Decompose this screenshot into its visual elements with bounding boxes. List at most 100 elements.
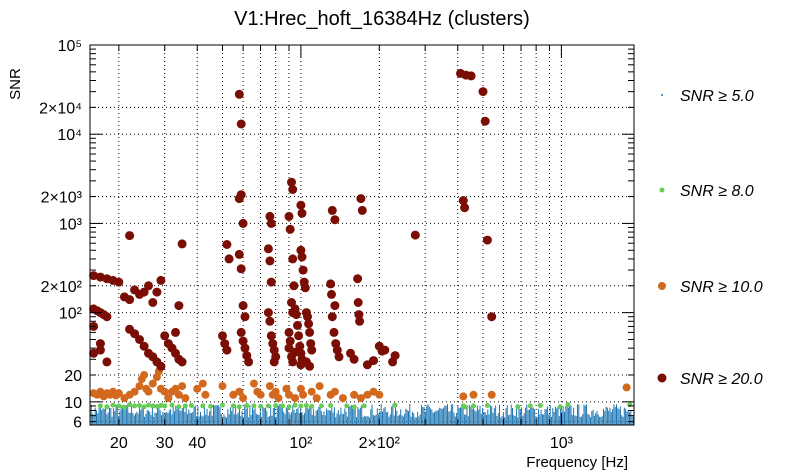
point-snr-series-3 (222, 240, 232, 249)
point-snr-series-3 (288, 185, 298, 194)
point-snr-series-2 (229, 390, 238, 399)
point-snr-series-1 (392, 402, 398, 408)
legend-marker (657, 373, 667, 383)
y-axis-label: SNR (7, 68, 24, 100)
point-snr-series-3 (95, 339, 105, 349)
point-snr-series-3 (410, 230, 420, 240)
point-snr-series-3 (288, 308, 298, 318)
point-snr-series-1 (328, 403, 334, 408)
tick-label: 20 (64, 368, 82, 385)
point-snr-series-2 (291, 394, 300, 403)
point-snr-series-3 (177, 357, 187, 367)
point-snr-series-2 (312, 394, 321, 403)
point-snr-series-3 (307, 345, 317, 355)
point-snr-series-3 (354, 310, 364, 320)
point-snr-series-3 (160, 331, 170, 341)
point-snr-series-1 (286, 404, 292, 410)
point-snr-series-3 (148, 298, 158, 307)
point-snr-series-1 (97, 403, 103, 409)
point-snr-series-3 (139, 287, 149, 297)
point-snr-series-3 (95, 345, 105, 355)
point-snr-series-3 (285, 224, 295, 234)
point-snr-series-3 (388, 357, 398, 367)
point-snr-series-3 (234, 89, 244, 99)
point-snr-series-1 (169, 402, 175, 408)
point-snr-series-3 (305, 361, 315, 371)
point-snr-series-3 (238, 336, 248, 346)
tick-label: 2×10⁴ (39, 100, 82, 117)
point-snr-series-3 (356, 194, 366, 204)
point-snr-series-3 (458, 196, 468, 206)
point-snr-series-2 (459, 392, 468, 401)
point-snr-series-1 (309, 403, 315, 409)
point-snr-series-2 (469, 390, 478, 399)
point-snr-series-1 (251, 403, 257, 409)
point-snr-series-1 (303, 403, 309, 408)
point-snr-series-1 (319, 403, 324, 409)
point-snr-series-3 (380, 345, 390, 355)
point-snr-series-3 (357, 205, 367, 215)
point-snr-series-3 (236, 327, 246, 337)
point-snr-series-3 (265, 316, 275, 326)
point-snr-series-3 (296, 200, 306, 210)
point-snr-series-2 (338, 394, 347, 403)
point-snr-series-1 (344, 403, 350, 409)
point-snr-series-2 (487, 390, 496, 399)
point-snr-series-3 (234, 249, 244, 259)
point-snr-series-2 (144, 387, 153, 396)
point-snr-series-2 (114, 389, 123, 398)
point-snr-series-3 (266, 277, 276, 287)
point-snr-series-3 (238, 301, 248, 311)
point-snr-series-1 (557, 404, 563, 410)
tick-label: 10⁴ (57, 127, 82, 144)
point-snr-series-3 (478, 87, 488, 97)
tick-label: 10³ (59, 216, 83, 233)
point-snr-series-2 (160, 387, 169, 396)
point-snr-series-1 (265, 403, 271, 409)
point-snr-series-3 (144, 281, 153, 291)
point-snr-series-3 (304, 319, 314, 329)
point-snr-series-2 (356, 394, 365, 403)
point-snr-series-3 (218, 331, 227, 341)
point-snr-series-3 (482, 235, 492, 245)
point-snr-series-1 (565, 402, 571, 408)
point-snr-series-3 (222, 345, 232, 355)
point-snr-series-3 (102, 312, 112, 322)
legend-marker (661, 94, 663, 96)
tick-label: 10² (289, 435, 313, 452)
legend-entry: SNR ≥ 10.0 (680, 279, 763, 296)
point-snr-series-3 (288, 357, 298, 367)
point-snr-series-3 (349, 354, 359, 364)
point-snr-series-2 (218, 382, 227, 391)
point-snr-series-3 (114, 277, 124, 287)
tick-label: 2×10² (359, 435, 401, 452)
point-snr-series-3 (326, 279, 336, 289)
point-snr-series-1 (515, 404, 521, 410)
point-snr-series-3 (297, 208, 307, 218)
legend-entry: SNR ≥ 5.0 (680, 88, 754, 105)
point-snr-series-2 (148, 379, 157, 388)
data-points (89, 68, 634, 425)
point-snr-series-1 (471, 403, 476, 409)
point-snr-series-3 (285, 336, 295, 346)
point-snr-series-3 (480, 116, 490, 126)
point-snr-series-2 (164, 394, 173, 403)
point-snr-series-3 (152, 287, 162, 297)
point-snr-series-1 (116, 403, 122, 409)
point-snr-series-1 (137, 403, 142, 408)
point-snr-series-3 (135, 335, 144, 344)
chart-title: V1:Hrec_hoft_16384Hz (clusters) (234, 8, 530, 30)
point-snr-series-1 (158, 403, 164, 408)
point-snr-series-3 (171, 327, 180, 337)
tick-label: 10³ (550, 435, 574, 452)
point-snr-series-3 (174, 301, 184, 311)
point-snr-series-3 (305, 327, 315, 337)
tick-label: 10⁵ (58, 38, 82, 55)
point-snr-series-1 (292, 402, 298, 408)
point-snr-series-1 (361, 403, 367, 409)
point-snr-series-3 (266, 331, 276, 341)
point-snr-series-1 (162, 403, 168, 409)
point-snr-series-3 (265, 256, 275, 266)
point-snr-series-3 (327, 205, 337, 215)
point-snr-series-2 (235, 387, 244, 396)
